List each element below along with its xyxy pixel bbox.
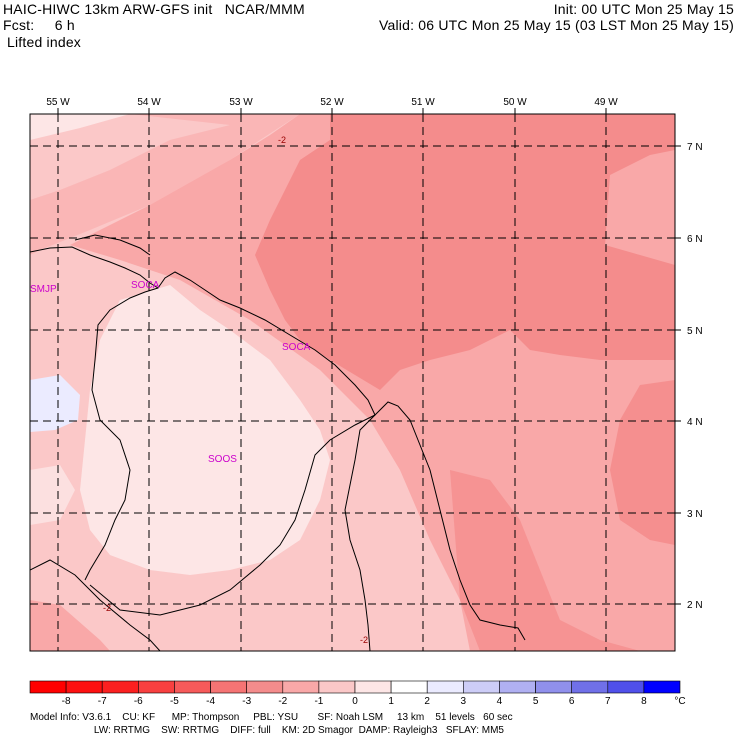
field-band-m4 <box>255 114 675 390</box>
lon-label-49w: 49 W <box>594 97 618 108</box>
station-label-soca-2: SOCA <box>282 342 311 353</box>
colorbar-swatch <box>29 680 67 694</box>
lat-ticks <box>675 145 681 605</box>
colorbar-tick-label: 8 <box>641 696 647 707</box>
lat-label-4n: 4 N <box>687 417 703 428</box>
colorbar-tick-labels: -8 -7 -6 -5 -4 -3 -2 -1 0 1 2 3 4 5 6 7 8 <box>62 696 647 707</box>
colorbar-tick-label: 0 <box>352 696 358 707</box>
colorbar-tick-label: 6 <box>569 696 575 707</box>
lat-label-6n: 6 N <box>687 234 703 245</box>
colorbar-swatch <box>282 680 320 694</box>
lat-label-2n: 2 N <box>687 600 703 611</box>
colorbar-swatch <box>354 680 392 694</box>
lon-ticks <box>57 108 607 114</box>
lon-label-55w: 55 W <box>46 97 70 108</box>
colorbar-swatch <box>535 680 572 694</box>
field-band-m3-southwest <box>30 600 110 651</box>
lon-label-54w: 54 W <box>137 97 161 108</box>
header-title: HAIC-HIWC 13km ARW-GFS init NCAR/MMM <box>3 1 305 17</box>
coastline <box>30 246 526 641</box>
lon-label-53w: 53 W <box>229 97 253 108</box>
field-band-m1-interior <box>80 285 330 575</box>
colorbar-tick-label: 4 <box>497 696 503 707</box>
station-label-smjp: SMJP <box>30 284 57 295</box>
lon-label-51w: 51 W <box>411 97 435 108</box>
border-suriname-brazil <box>89 414 376 616</box>
station-label-soca-1: SOCA <box>131 280 160 291</box>
lon-label-52w: 52 W <box>320 97 344 108</box>
footer-model-info-line2: LW: RRTMG SW: RRTMG DIFF: full KM: 2D Sm… <box>30 725 504 736</box>
colorbar-swatch <box>138 680 175 694</box>
colorbar-tick-label: 2 <box>424 696 430 707</box>
lat-lon-grid <box>30 114 675 651</box>
colorbar-tick-label: -6 <box>134 696 143 707</box>
station-label-soos: SOOS <box>208 454 237 465</box>
header-forecast-hour: Fcst: 6 h <box>3 17 75 33</box>
colorbar <box>29 680 681 694</box>
colorbar-swatch <box>499 680 536 694</box>
colorbar-swatch <box>210 680 248 694</box>
header-field-name: Lifted index <box>7 34 82 50</box>
colorbar-swatch <box>390 680 428 694</box>
lat-label-3n: 3 N <box>687 509 703 520</box>
border-suriname-guyana <box>84 287 159 581</box>
lon-label-50w: 50 W <box>503 97 527 108</box>
colorbar-swatch <box>174 680 211 694</box>
contour-label-southwest: -2 <box>103 603 111 613</box>
field-band-m4-south <box>450 470 640 651</box>
colorbar-tick-label: -8 <box>62 696 71 707</box>
field-band-m2-northwest <box>30 114 300 255</box>
lifted-index-field <box>30 114 675 651</box>
colorbar-tick-label: -3 <box>242 696 251 707</box>
border-french-guiana <box>344 414 376 651</box>
colorbar-swatch <box>571 680 609 694</box>
contour-label-north: -2 <box>278 135 286 145</box>
colorbar-tick-label: -2 <box>278 696 287 707</box>
colorbar-swatch <box>426 680 464 694</box>
coastline-north <box>74 234 151 256</box>
field-band-pos1 <box>30 375 80 432</box>
colorbar-swatch <box>65 680 103 694</box>
coastlines-borders <box>30 234 526 651</box>
colorbar-swatch <box>246 680 284 694</box>
field-band-m1-west <box>30 465 75 525</box>
colorbar-swatch <box>101 680 139 694</box>
colorbar-tick-label: 3 <box>461 696 467 707</box>
colorbar-tick-label: -7 <box>98 696 107 707</box>
lat-label-7n: 7 N <box>687 142 703 153</box>
lat-label-5n: 5 N <box>687 326 703 337</box>
border-southwest <box>30 559 161 651</box>
colorbar-tick-label: 1 <box>388 696 394 707</box>
colorbar-tick-label: -1 <box>314 696 323 707</box>
colorbar-swatch <box>607 680 645 694</box>
colorbar-swatch <box>643 680 681 694</box>
colorbar-tick-label: 7 <box>605 696 611 707</box>
colorbar-tick-label: -4 <box>206 696 215 707</box>
map-frame <box>29 113 676 652</box>
header-init-time: Init: 00 UTC Mon 25 May 15 <box>553 1 734 17</box>
header-valid-time: Valid: 06 UTC Mon 25 May 15 (03 LST Mon … <box>379 17 734 33</box>
colorbar-tick-label: -5 <box>170 696 179 707</box>
field-band-m1-northwest <box>30 114 130 140</box>
colorbar-unit: °C <box>674 696 685 707</box>
contour-label-south: -2 <box>360 635 368 645</box>
colorbar-swatch <box>462 680 500 694</box>
colorbar-swatch <box>318 680 356 694</box>
footer-model-info-line1: Model Info: V3.6.1 CU: KF MP: Thompson P… <box>30 712 513 723</box>
colorbar-tick-label: 5 <box>533 696 539 707</box>
